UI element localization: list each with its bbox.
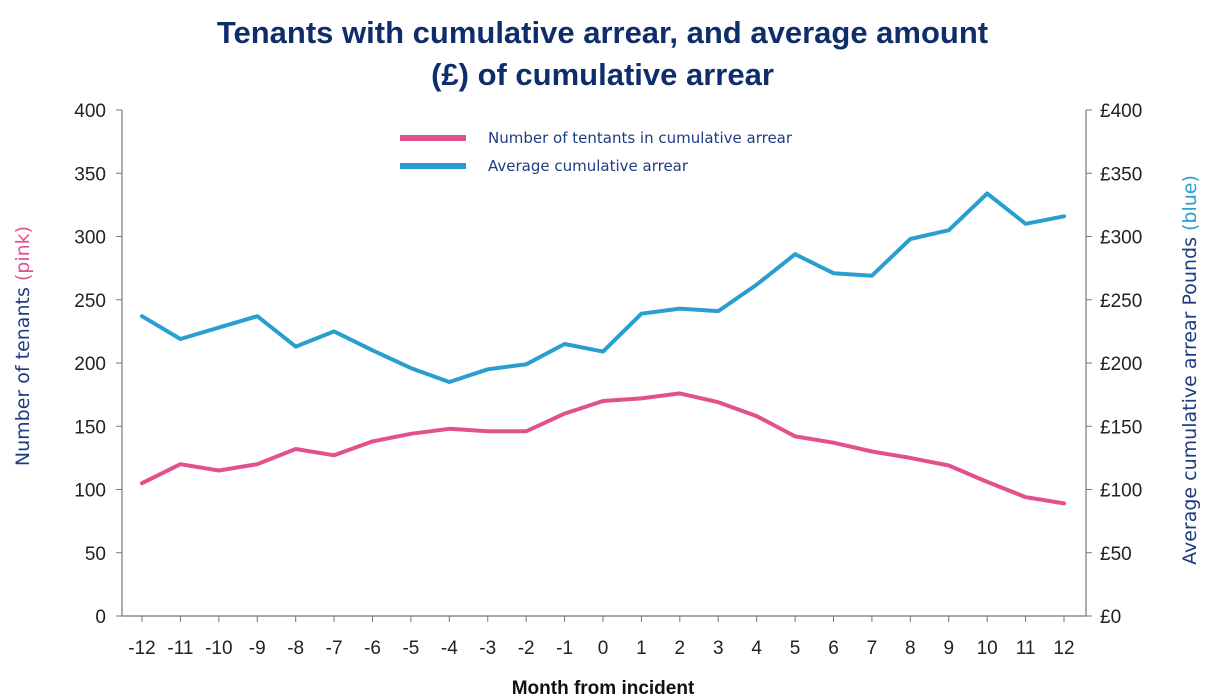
legend-label: Number of tentants in cumulative arrear bbox=[488, 129, 793, 147]
x-tick-label: 2 bbox=[675, 638, 686, 659]
x-tick-label: -9 bbox=[249, 638, 266, 659]
x-tick-label: 7 bbox=[867, 638, 878, 659]
y-right-tick-label: £350 bbox=[1100, 164, 1142, 185]
x-tick-label: -3 bbox=[479, 638, 496, 659]
y-right-tick-label: £150 bbox=[1100, 417, 1142, 438]
y-right-tick-label: £400 bbox=[1100, 101, 1142, 122]
x-axis-label: Month from incident bbox=[512, 678, 695, 696]
x-tick-label: -12 bbox=[128, 638, 155, 659]
y-axis-right-ticks: £0 £50 £100 £150 £200 £250 £300 £350 £400 bbox=[1086, 101, 1142, 628]
legend: Number of tentants in cumulative arrear A… bbox=[400, 129, 793, 175]
y-axis-right-label-main: Average cumulative arrear Pounds bbox=[1179, 237, 1201, 565]
y-axis-right-label-suffix: (blue) bbox=[1179, 175, 1201, 231]
y-right-tick-label: £100 bbox=[1100, 481, 1142, 502]
x-tick-label: 11 bbox=[1016, 638, 1036, 659]
y-right-tick-label: £250 bbox=[1100, 291, 1142, 312]
x-tick-label: -8 bbox=[287, 638, 304, 659]
x-tick-label: -5 bbox=[402, 638, 419, 659]
tenants-count-line bbox=[140, 391, 1066, 506]
x-tick-label: -1 bbox=[556, 638, 573, 659]
y-axis-left-label-suffix: (pink) bbox=[12, 226, 34, 281]
x-axis-ticks: -12 -11 -10 -9 -8 -7 -6 -5 -4 -3 -2 -1 0 1 2 3 4 5 6 7 8 9 10 1… bbox=[128, 616, 1075, 659]
x-tick-label: 8 bbox=[905, 638, 916, 659]
y-axis-left-label: Number of tenants (pink) bbox=[12, 226, 34, 466]
x-tick-label: 9 bbox=[943, 638, 954, 659]
x-tick-label: -7 bbox=[326, 638, 343, 659]
x-tick-label: -11 bbox=[167, 638, 193, 659]
x-tick-label: 12 bbox=[1053, 638, 1074, 659]
x-tick-label: 10 bbox=[977, 638, 998, 659]
y-right-tick-label: £50 bbox=[1100, 544, 1132, 565]
x-tick-label: 5 bbox=[790, 638, 801, 659]
x-tick-label: 1 bbox=[636, 638, 647, 659]
x-tick-label: 6 bbox=[828, 638, 839, 659]
y-right-tick-label: £300 bbox=[1100, 228, 1142, 249]
y-left-tick-label: 0 bbox=[95, 607, 106, 628]
y-left-tick-label: 350 bbox=[74, 164, 106, 185]
chart-axes bbox=[121, 110, 1087, 617]
y-right-tick-label: £0 bbox=[1100, 607, 1121, 628]
y-left-tick-label: 400 bbox=[74, 101, 106, 122]
x-tick-label: -2 bbox=[518, 638, 535, 659]
series-lines bbox=[140, 191, 1066, 506]
y-axis-left-label-main: Number of tenants bbox=[12, 287, 34, 466]
legend-label: Average cumulative arrear bbox=[488, 157, 689, 175]
y-left-tick-label: 50 bbox=[85, 544, 106, 565]
x-tick-label: -4 bbox=[441, 638, 458, 659]
y-axis-right-label: Average cumulative arrear Pounds (blue) bbox=[1179, 175, 1201, 565]
x-tick-label: -6 bbox=[364, 638, 381, 659]
y-left-tick-label: 300 bbox=[74, 228, 106, 249]
average-arrear-line bbox=[140, 191, 1066, 384]
chart-title: Tenants with cumulative arrear, and aver… bbox=[0, 12, 1205, 96]
x-tick-label: 4 bbox=[751, 638, 762, 659]
x-tick-label: 3 bbox=[713, 638, 724, 659]
y-left-tick-label: 250 bbox=[74, 291, 106, 312]
x-tick-label: -10 bbox=[205, 638, 232, 659]
y-left-tick-label: 200 bbox=[74, 354, 106, 375]
y-right-tick-label: £200 bbox=[1100, 354, 1142, 375]
x-tick-label: 0 bbox=[598, 638, 609, 659]
chart-title-line-2: (£) of cumulative arrear bbox=[431, 57, 774, 92]
y-axis-left-ticks: 0 50 100 150 200 250 300 350 400 bbox=[74, 101, 122, 628]
y-left-tick-label: 150 bbox=[74, 417, 106, 438]
chart-title-line-1: Tenants with cumulative arrear, and aver… bbox=[216, 15, 989, 50]
y-left-tick-label: 100 bbox=[74, 481, 106, 502]
